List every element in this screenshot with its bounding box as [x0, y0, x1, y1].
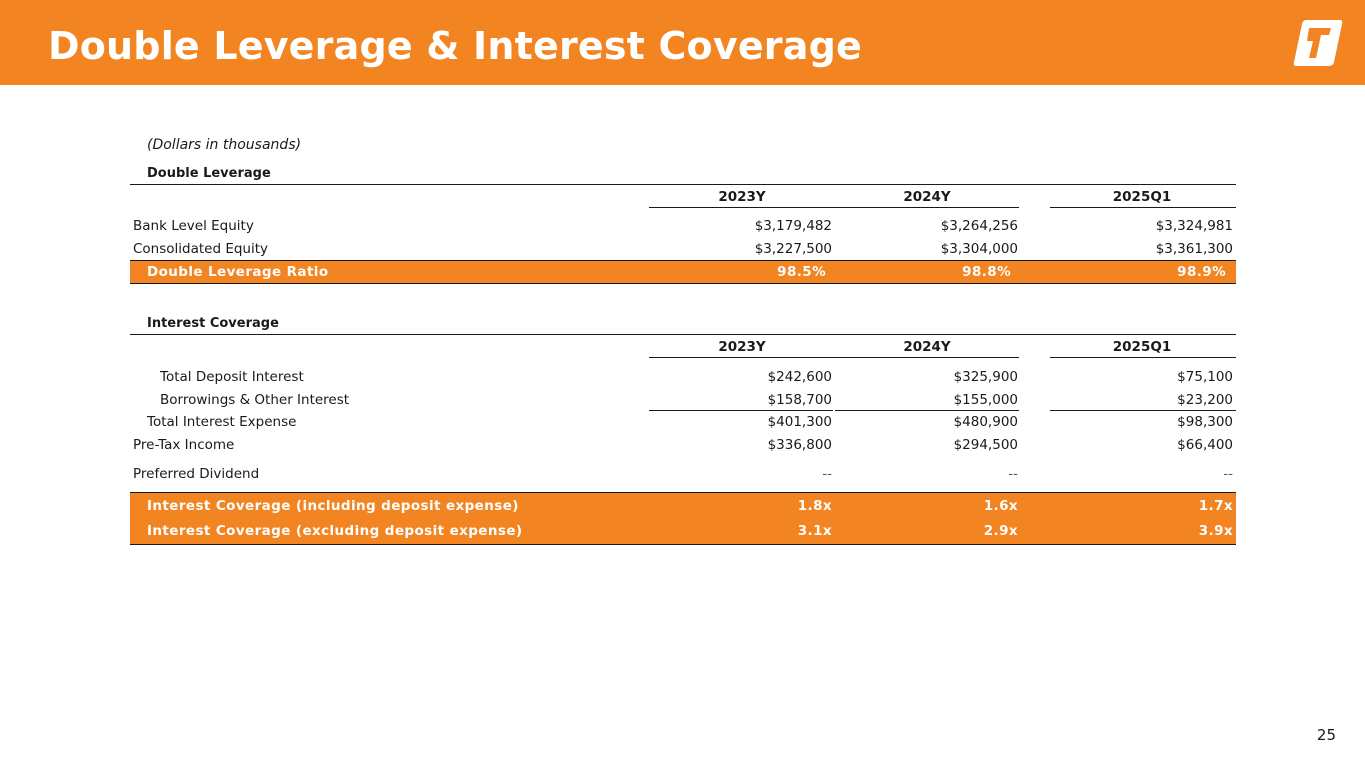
table-row: Pre-Tax Income $336,800 $294,500 $66,400 [130, 434, 1236, 456]
interest-coverage-section-title: Interest Coverage [147, 316, 279, 331]
cell-value: 98.8% [962, 264, 1011, 280]
header-underline [649, 357, 1019, 358]
cell-value: 1.6x [983, 498, 1018, 514]
cell-value: 1.7x [1198, 498, 1233, 514]
cell-value: -- [822, 466, 832, 482]
cell-value: $3,304,000 [940, 241, 1018, 257]
cell-value: $155,000 [953, 392, 1018, 408]
page-number: 25 [1316, 726, 1336, 744]
cell-value: $480,900 [953, 414, 1018, 430]
cell-value: $294,500 [953, 437, 1018, 453]
divider [130, 184, 1236, 185]
company-logo-icon [1293, 20, 1343, 66]
table-row: Bank Level Equity $3,179,482 $3,264,256 … [130, 215, 1236, 237]
row-label: Interest Coverage (including deposit exp… [147, 498, 519, 514]
cell-value: 1.8x [797, 498, 832, 514]
column-header-2023y: 2023Y [718, 189, 766, 205]
row-label: Consolidated Equity [133, 241, 269, 257]
cell-value: $3,227,500 [754, 241, 832, 257]
cell-value: $3,324,981 [1155, 218, 1233, 234]
row-label: Borrowings & Other Interest [160, 392, 350, 408]
cell-value: $23,200 [1177, 392, 1233, 408]
header-underline [1050, 357, 1236, 358]
row-label: Preferred Dividend [133, 466, 260, 482]
cell-value: -- [1223, 466, 1233, 482]
cell-value: $158,700 [767, 392, 832, 408]
column-header-2024y: 2024Y [903, 189, 951, 205]
table-row: Preferred Dividend -- -- -- [130, 463, 1236, 485]
cell-value: -- [1008, 466, 1018, 482]
cell-value: $3,264,256 [940, 218, 1018, 234]
divider [130, 334, 1236, 335]
row-label: Total Deposit Interest [160, 369, 304, 385]
table-row: Consolidated Equity $3,227,500 $3,304,00… [130, 238, 1236, 260]
cell-value: $98,300 [1177, 414, 1233, 430]
cell-value: $401,300 [767, 414, 832, 430]
cell-value: 2.9x [983, 523, 1018, 539]
double-leverage-ratio-row: Double Leverage Ratio 98.5% 98.8% 98.9% [130, 261, 1236, 284]
row-label: Total Interest Expense [147, 414, 297, 430]
subtotal-underline [1050, 410, 1236, 411]
table-row: Borrowings & Other Interest $158,700 $15… [130, 389, 1236, 411]
column-header-2025q1: 2025Q1 [1112, 339, 1172, 355]
page-title: Double Leverage & Interest Coverage [48, 24, 862, 68]
cell-value: $242,600 [767, 369, 832, 385]
cell-value: $75,100 [1177, 369, 1233, 385]
subtotal-underline [649, 410, 833, 411]
divider [130, 260, 1236, 261]
title-bar: Double Leverage & Interest Coverage [0, 0, 1365, 85]
row-label: Pre-Tax Income [133, 437, 235, 453]
header-underline [649, 207, 1019, 208]
cell-value: 98.9% [1177, 264, 1226, 280]
row-label: Interest Coverage (excluding deposit exp… [147, 523, 523, 539]
column-header-2025q1: 2025Q1 [1112, 189, 1172, 205]
header-underline [1050, 207, 1236, 208]
row-label: Double Leverage Ratio [147, 264, 329, 280]
divider [130, 492, 1236, 493]
column-header-2024y: 2024Y [903, 339, 951, 355]
cell-value: $325,900 [953, 369, 1018, 385]
cell-value: $3,361,300 [1155, 241, 1233, 257]
row-label: Bank Level Equity [133, 218, 254, 234]
cell-value: $66,400 [1177, 437, 1233, 453]
interest-coverage-excluding-row: Interest Coverage (excluding deposit exp… [130, 519, 1236, 545]
cell-value: 98.5% [777, 264, 826, 280]
double-leverage-section-title: Double Leverage [147, 166, 271, 181]
cell-value: $3,179,482 [754, 218, 832, 234]
table-row: Total Deposit Interest $242,600 $325,900… [130, 366, 1236, 388]
interest-coverage-including-row: Interest Coverage (including deposit exp… [130, 493, 1236, 519]
table-row: Total Interest Expense $401,300 $480,900… [130, 411, 1236, 433]
cell-value: 3.1x [797, 523, 832, 539]
cell-value: $336,800 [767, 437, 832, 453]
cell-value: 3.9x [1198, 523, 1233, 539]
units-note: (Dollars in thousands) [147, 137, 302, 153]
column-header-2023y: 2023Y [718, 339, 766, 355]
subtotal-underline [835, 410, 1019, 411]
